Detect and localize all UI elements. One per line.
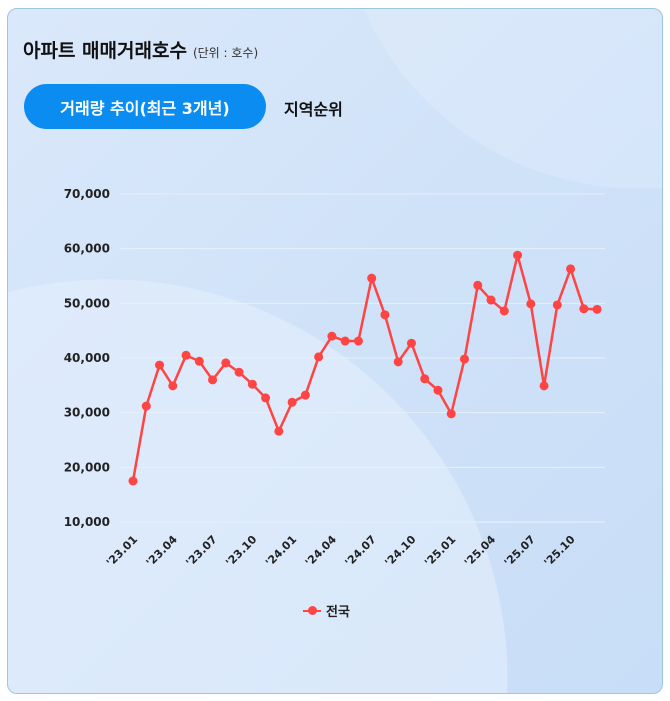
data-point xyxy=(460,354,469,364)
data-point xyxy=(261,393,271,403)
data-point xyxy=(327,331,337,341)
data-point xyxy=(300,390,310,400)
x-tick-label: '24.10 xyxy=(382,533,418,569)
legend-marker-icon xyxy=(303,605,321,615)
y-tick-label: 10,000 xyxy=(64,515,110,529)
data-point xyxy=(406,338,416,348)
data-point xyxy=(552,300,562,310)
data-point xyxy=(194,356,204,366)
y-tick-label: 20,000 xyxy=(64,460,110,474)
data-point xyxy=(141,401,151,411)
data-point xyxy=(128,476,138,486)
x-tick-label: '25.01 xyxy=(422,533,458,569)
data-point xyxy=(446,409,456,419)
tab-region-rank[interactable]: 지역순위 xyxy=(284,100,343,119)
data-point xyxy=(486,295,496,305)
unit-label: (단위 : 호수) xyxy=(192,46,259,60)
data-point xyxy=(539,381,549,391)
data-point xyxy=(221,358,231,368)
data-point xyxy=(274,426,284,436)
y-tick-label: 60,000 xyxy=(64,242,110,256)
data-point xyxy=(526,299,536,309)
x-tick-label: '23.01 xyxy=(104,533,140,569)
x-tick-label: '23.07 xyxy=(183,533,219,569)
legend[interactable]: 전국 xyxy=(303,601,350,620)
data-point xyxy=(513,250,523,260)
data-point xyxy=(314,352,324,362)
y-tick-label: 40,000 xyxy=(64,351,110,365)
data-point xyxy=(566,264,576,274)
data-point xyxy=(473,280,483,290)
data-point xyxy=(168,381,178,391)
y-tick-label: 50,000 xyxy=(64,296,110,310)
x-tick-label: '25.04 xyxy=(462,533,498,569)
data-point xyxy=(499,306,509,316)
tab-volume-trend[interactable]: 거래량 추이(최근 3개년) xyxy=(24,84,266,129)
x-tick-label: '24.04 xyxy=(303,533,339,569)
data-point xyxy=(433,385,443,395)
data-point xyxy=(393,357,403,367)
data-point xyxy=(420,374,430,384)
legend-label: 전국 xyxy=(326,605,350,620)
data-point xyxy=(247,379,257,389)
data-point xyxy=(181,350,191,360)
data-point xyxy=(380,310,390,320)
data-point xyxy=(353,336,363,346)
data-point xyxy=(367,273,377,283)
x-tick-label: '24.01 xyxy=(263,533,299,569)
series-line xyxy=(131,253,598,482)
data-point xyxy=(592,304,602,314)
data-point xyxy=(287,397,297,407)
x-tick-label: '23.04 xyxy=(144,533,180,569)
data-point xyxy=(234,367,244,377)
x-tick-label: '24.07 xyxy=(343,533,379,569)
y-tick-label: 30,000 xyxy=(64,406,110,420)
x-tick-label: '25.07 xyxy=(502,533,538,569)
data-point xyxy=(340,336,350,346)
data-point xyxy=(579,304,589,314)
title-text: 아파트 매매거래호수 xyxy=(23,40,187,62)
x-tick-label: '23.10 xyxy=(223,533,259,569)
page-title: 아파트 매매거래호수 (단위 : 호수) xyxy=(23,36,258,63)
y-tick-label: 70,000 xyxy=(64,187,110,201)
data-point xyxy=(155,360,165,370)
data-point xyxy=(208,375,218,385)
x-tick-label: '25.10 xyxy=(542,533,578,569)
